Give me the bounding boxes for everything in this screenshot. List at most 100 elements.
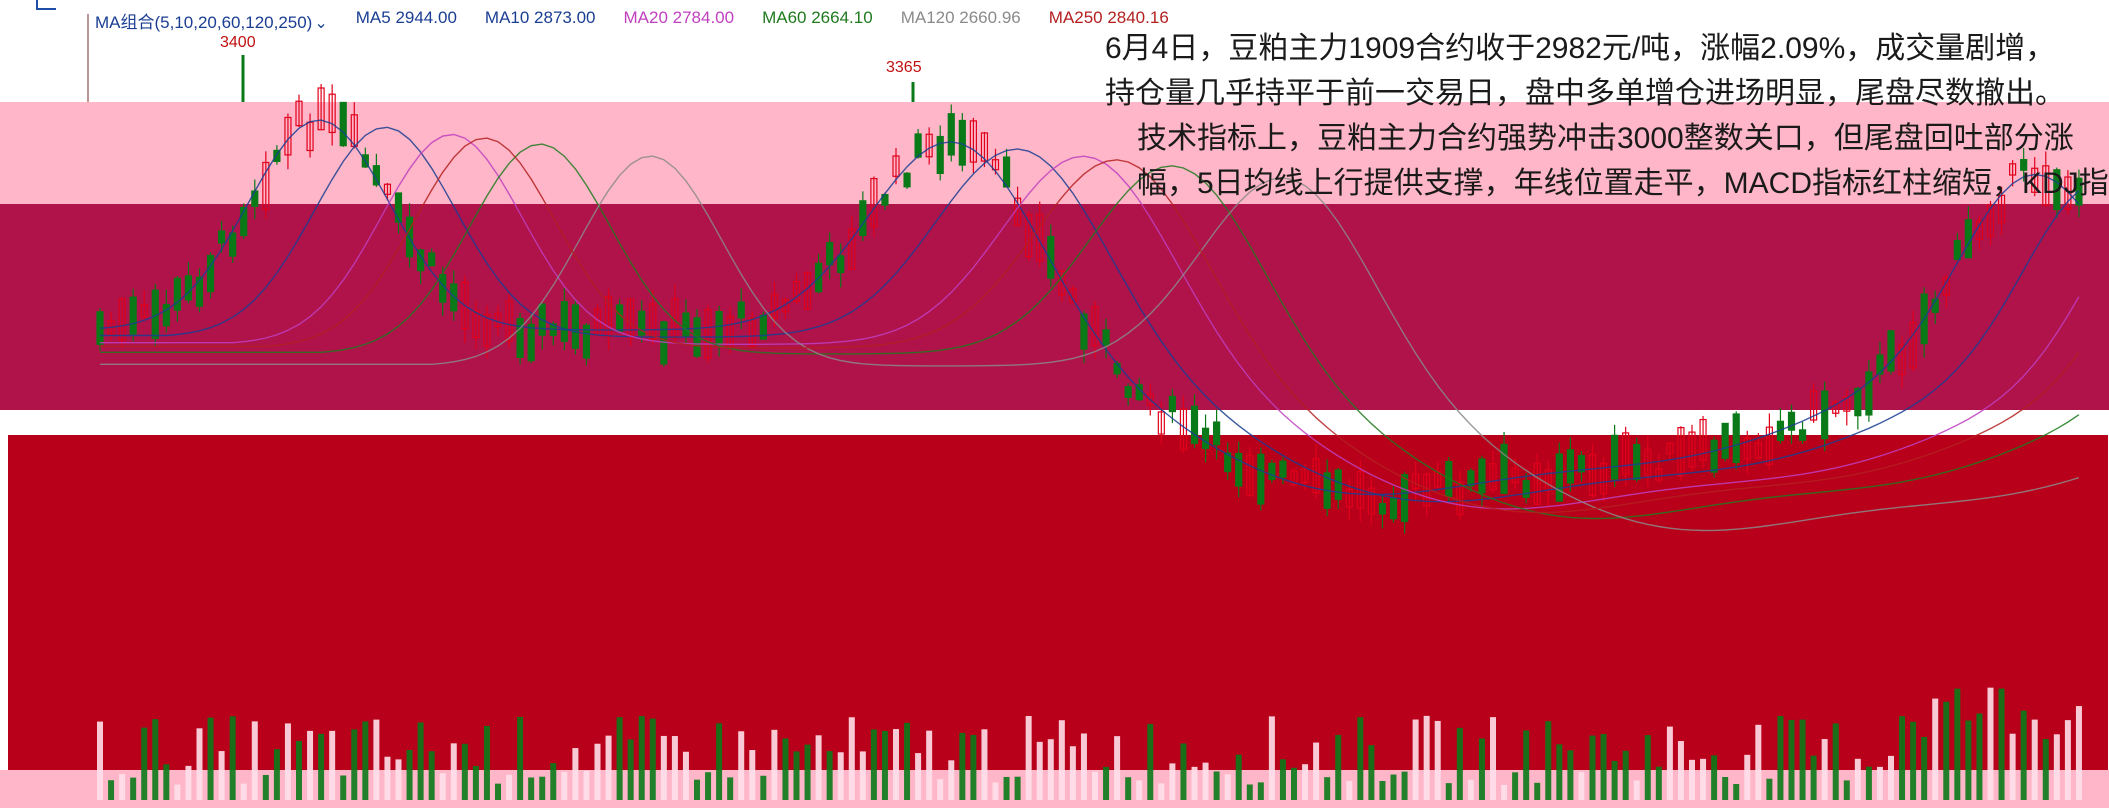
volume-bar <box>1291 768 1297 800</box>
volume-bar <box>296 741 302 800</box>
volume-bar <box>351 729 357 800</box>
candle-body <box>1125 387 1131 398</box>
candle-body <box>517 319 523 358</box>
volume-bar <box>1512 772 1518 800</box>
volume-bar <box>1313 743 1319 800</box>
volume-bar <box>694 780 700 800</box>
volume-bar <box>794 751 800 800</box>
candle-body <box>1103 330 1109 345</box>
volume-bar <box>1269 716 1275 800</box>
volume-bar <box>1479 738 1485 800</box>
volume-bar <box>926 731 932 800</box>
volume-bar <box>1623 751 1629 800</box>
volume-bar <box>727 777 733 800</box>
volume-bar <box>329 731 335 800</box>
volume-bar <box>572 748 578 800</box>
volume-bar <box>760 776 766 800</box>
volume-bar <box>307 731 313 800</box>
volume-bar <box>1578 772 1584 800</box>
volume-bar <box>981 729 987 800</box>
candle-body <box>1612 435 1618 479</box>
candle-body <box>252 191 258 206</box>
volume-bar <box>1667 727 1673 800</box>
candle-body <box>208 256 214 292</box>
candle-body <box>1169 396 1175 411</box>
volume-bar <box>197 728 203 800</box>
volume-bar <box>595 744 601 800</box>
candle-body <box>915 134 921 157</box>
volume-bar <box>959 733 965 800</box>
volume-bar <box>1777 716 1783 800</box>
volume-bar <box>1280 759 1286 800</box>
volume-bar <box>1689 760 1695 800</box>
candle-body <box>1280 461 1286 477</box>
volume-bar <box>1225 774 1231 800</box>
volume-bar <box>2065 720 2071 800</box>
volume-bar <box>130 778 136 800</box>
analysis-line-1: 6月4日，豆粕主力1909合约收于2982元/吨，涨幅2.09%，成交量剧增， <box>1105 26 2105 71</box>
candle-body <box>1236 453 1242 485</box>
volume-bar <box>1335 735 1341 800</box>
candle-body <box>838 256 844 273</box>
volume-bar <box>1413 720 1419 800</box>
candle-body <box>1954 241 1960 260</box>
volume-bar <box>1214 771 1220 800</box>
volume-bar <box>219 751 225 800</box>
volume-bar <box>782 738 788 800</box>
volume-bar <box>1645 735 1651 800</box>
candle-body <box>904 173 910 187</box>
candle-body <box>1800 430 1806 440</box>
volume-bar <box>318 734 324 800</box>
volume-bar <box>1556 744 1562 800</box>
volume-bar <box>1026 716 1032 800</box>
volume-bar <box>2021 711 2027 800</box>
volume-bar <box>827 751 833 800</box>
volume-bar <box>1136 780 1142 800</box>
volume-bar <box>1943 702 1949 800</box>
volume-bar <box>119 774 125 800</box>
volume-bar <box>1081 733 1087 800</box>
candle-body <box>1402 475 1408 522</box>
volume-bar <box>1125 777 1131 800</box>
volume-bar <box>2054 734 2060 800</box>
volume-bar <box>1302 764 1308 800</box>
volume-bar <box>263 775 269 800</box>
candle-body <box>174 278 180 310</box>
analysis-line-4: 幅，5日均线上行提供支撑，年线位置走平，MACD指标红柱缩短，KDJ指 <box>1105 161 2105 206</box>
candle-body <box>396 193 402 222</box>
volume-bar <box>1015 777 1021 800</box>
volume-bar <box>517 717 523 800</box>
volume-bar <box>904 723 910 800</box>
volume-bar <box>849 717 855 800</box>
volume-bar <box>1601 734 1607 800</box>
volume-bar <box>1855 759 1861 800</box>
candle-body <box>1379 504 1385 514</box>
volume-bar <box>805 745 811 800</box>
candle-body <box>1711 440 1717 472</box>
volume-bar <box>2010 734 2016 800</box>
volume-bar <box>252 721 258 800</box>
volume-bar <box>561 772 567 800</box>
candle-body <box>185 276 191 300</box>
volume-bar <box>1656 767 1662 800</box>
candle-body <box>528 324 534 360</box>
volume-bar <box>1800 720 1806 800</box>
volume-bar <box>506 775 512 800</box>
candle-body <box>1866 372 1872 415</box>
volume-bar <box>816 735 822 800</box>
volume-bar <box>1037 742 1043 800</box>
volume-bar <box>1424 716 1430 800</box>
candle-body <box>1501 444 1507 493</box>
volume-bar <box>384 757 390 800</box>
volume-bar <box>174 785 180 800</box>
volume-bar <box>1147 724 1153 800</box>
volume-bar <box>738 731 744 800</box>
candle-body <box>1888 331 1894 371</box>
volume-bar <box>484 726 490 800</box>
candle-body <box>860 201 866 236</box>
volume-bar <box>1346 781 1352 800</box>
candle-body <box>716 312 722 345</box>
volume-bar <box>396 759 402 800</box>
volume-bar <box>1180 743 1186 800</box>
analysis-line-3: 技术指标上，豆粕主力合约强势冲击3000整数关口，但尾盘回吐部分涨 <box>1105 116 2105 161</box>
